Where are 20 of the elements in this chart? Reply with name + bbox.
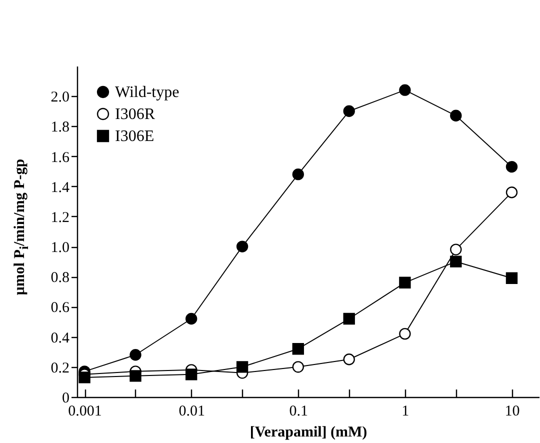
x-tick-label: 1 bbox=[402, 404, 410, 420]
y-tick-label: 0.4 bbox=[50, 330, 70, 346]
x-tick-label: 0.01 bbox=[178, 404, 205, 420]
legend-label: I306E bbox=[115, 128, 154, 145]
x-axis-title: [Verapamil] (mM) bbox=[250, 424, 368, 440]
y-tick-label: 1.8 bbox=[50, 120, 70, 136]
y-tick-label: 1.2 bbox=[50, 210, 70, 226]
y-tick-label: 1.0 bbox=[50, 240, 70, 256]
y-tick-label: 0 bbox=[62, 390, 70, 406]
x-tick-label: 0.001 bbox=[68, 404, 102, 420]
y-tick-label: 2.0 bbox=[50, 90, 70, 106]
y-tick-label: 0.8 bbox=[50, 270, 70, 286]
y-tick-label: 1.4 bbox=[50, 180, 70, 196]
y-tick-label: 0.6 bbox=[50, 300, 70, 316]
x-tick-label: 10 bbox=[504, 404, 520, 420]
y-tick-label: 1.6 bbox=[50, 150, 70, 166]
legend-label: Wild-type bbox=[115, 84, 180, 101]
y-tick-label: 0.2 bbox=[50, 360, 70, 376]
x-tick-label: 0.1 bbox=[289, 404, 308, 420]
legend-label: I306R bbox=[115, 106, 156, 123]
